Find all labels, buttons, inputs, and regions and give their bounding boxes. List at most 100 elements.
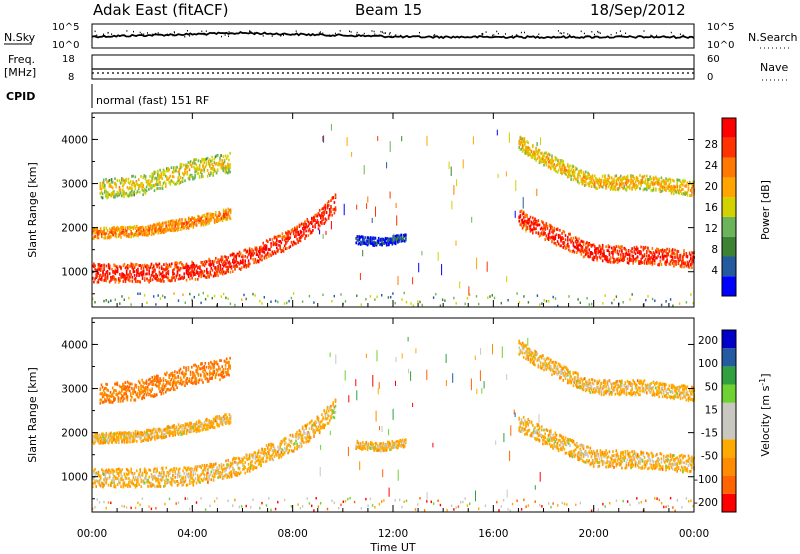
nsky-dot xyxy=(143,33,145,35)
nsky-dot xyxy=(481,33,483,35)
nsky-dot xyxy=(400,34,401,37)
nsky-dot xyxy=(557,30,559,32)
nsky-dot xyxy=(126,30,128,32)
power-ylabel: Slant Range [km] xyxy=(26,162,39,258)
nsky-dot xyxy=(329,34,331,36)
y-tick-label: 1000 xyxy=(61,472,88,484)
nave-tick-low: 0 xyxy=(707,72,713,83)
colorbar-tick-label: 200 xyxy=(698,335,718,347)
band-2 xyxy=(99,356,231,405)
nsky-dot xyxy=(593,35,595,38)
colorbar-tick-label: -15 xyxy=(701,428,718,440)
nsky-dot xyxy=(141,33,143,35)
nsky-dot xyxy=(203,33,205,36)
nsky-dot xyxy=(133,30,134,33)
x-tick-label: 04:00 xyxy=(177,528,207,540)
band-0 xyxy=(92,193,337,284)
nsky-dot xyxy=(583,32,585,35)
nsky-dot xyxy=(173,31,175,33)
nsky-dot xyxy=(597,30,599,33)
colorbar-tick-label: 20 xyxy=(705,181,718,193)
nsky-dot xyxy=(363,32,365,35)
nsky-dot xyxy=(205,30,207,32)
nsky-dot xyxy=(643,30,645,32)
nsky-right-tick-low: 10^0 xyxy=(707,40,734,51)
x-tick-label: 00:00 xyxy=(679,528,709,540)
nsky-dot xyxy=(107,31,109,34)
nsky-dot xyxy=(151,33,153,36)
nsky-dot xyxy=(374,33,376,35)
y-tick-label: 1000 xyxy=(61,267,88,279)
nsky-dot xyxy=(621,34,623,36)
nsky-dot xyxy=(157,32,159,34)
power-heatmap-data xyxy=(92,123,695,308)
nsky-dot xyxy=(262,35,264,37)
nsky-dot xyxy=(561,32,563,35)
nsky-dot xyxy=(95,35,97,37)
nsky-dot xyxy=(319,31,321,33)
nsky-dot xyxy=(224,34,226,36)
nsky-dot xyxy=(679,33,681,35)
nsky-dot xyxy=(599,32,601,34)
colorbar-swatch xyxy=(722,366,736,385)
nsky-dot xyxy=(283,34,284,36)
nsky-dot xyxy=(390,35,392,37)
band-5 xyxy=(355,233,407,247)
nsky-dot xyxy=(569,34,571,36)
nsky-label: N.Sky xyxy=(4,31,36,44)
nsky-dot xyxy=(594,33,595,36)
nsky-dot xyxy=(166,33,168,36)
velocity-heatmap-data xyxy=(92,336,695,513)
y-tick-label: 3000 xyxy=(61,179,88,191)
x-tick-label: 12:00 xyxy=(378,528,408,540)
freq-unit-label: [MHz] xyxy=(4,66,36,79)
colorbar-swatch xyxy=(722,421,736,440)
nsky-dot xyxy=(395,34,397,36)
y-tick-label: 2000 xyxy=(61,428,88,440)
nsky-dot xyxy=(295,30,297,32)
nsky-dot xyxy=(119,35,120,37)
nsky-dot xyxy=(610,33,612,36)
band-4 xyxy=(518,135,695,197)
nsky-dot xyxy=(569,35,571,37)
nsky-dot xyxy=(228,31,230,33)
band-0 xyxy=(92,398,337,489)
colorbar-tick-label: 100 xyxy=(698,358,718,370)
nsky-dot xyxy=(271,35,273,37)
date-label: 18/Sep/2012 xyxy=(590,1,686,19)
colorbar-swatch xyxy=(722,256,736,277)
nsky-dot xyxy=(383,32,385,34)
colorbar-tick-label: 50 xyxy=(705,381,718,393)
sparse-streaks xyxy=(319,336,541,502)
nsky-dot xyxy=(580,30,582,33)
y-tick-label: 3000 xyxy=(61,384,88,396)
colorbar-swatch xyxy=(722,177,736,198)
power-y-axis: 1000 2000 3000 4000 xyxy=(61,116,694,295)
nsky-dot xyxy=(485,31,487,33)
nsky-dot xyxy=(356,33,358,36)
nsky-dot xyxy=(280,33,282,36)
x-tick-label: 00:00 xyxy=(77,528,107,540)
nsky-dot xyxy=(516,34,518,36)
nsky-dot xyxy=(248,32,250,35)
station-title: Adak East (fitACF) xyxy=(93,1,228,19)
nsky-dot xyxy=(433,34,435,37)
nsky-dot xyxy=(373,30,375,33)
y-tick-label: 4000 xyxy=(61,339,88,351)
nsky-dot xyxy=(116,35,118,38)
nsky-dot xyxy=(228,35,229,37)
nsky-dot xyxy=(671,35,673,38)
nsky-dot xyxy=(111,33,113,35)
cpid-label: CPID xyxy=(6,90,35,103)
colorbar-swatch xyxy=(722,137,736,158)
x-tick-label: 20:00 xyxy=(579,528,609,540)
nsky-dot xyxy=(339,30,341,32)
colorbar-swatch xyxy=(722,384,736,403)
nsky-dot xyxy=(187,30,188,32)
nsky-dot xyxy=(482,34,484,36)
nsky-dot xyxy=(351,34,353,37)
nsky-dot xyxy=(349,30,350,32)
nsky-dot xyxy=(650,34,652,37)
nsky-dot xyxy=(388,33,390,35)
band-4 xyxy=(518,339,695,403)
